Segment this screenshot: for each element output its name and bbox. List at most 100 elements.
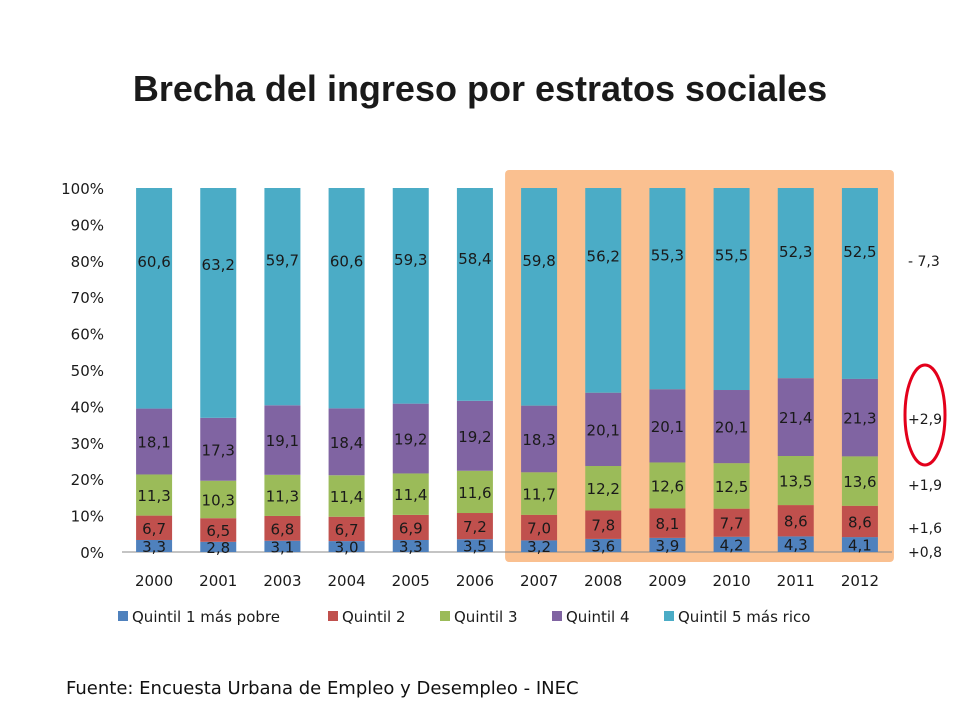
y-tick-label: 40% (71, 398, 104, 416)
bar-segment-5 (777, 188, 814, 379)
chart-title: Brecha del ingreso por estratos sociales (132, 68, 828, 109)
data-label: 59,3 (394, 251, 427, 269)
change-annotation: - 7,3 (908, 254, 940, 270)
bar-segment-3 (392, 473, 429, 515)
bar-segment-2 (521, 514, 558, 541)
bar-segment-1 (777, 536, 814, 552)
data-label: 6,7 (142, 520, 166, 538)
data-label: 11,6 (458, 484, 491, 502)
data-label: 18,3 (522, 431, 555, 449)
data-label: 3,3 (142, 538, 166, 556)
y-tick-label: 30% (71, 435, 104, 453)
data-label: 19,2 (394, 431, 427, 449)
data-label: 13,6 (843, 473, 876, 491)
x-tick-label: 2006 (456, 572, 494, 590)
change-annotation: +0,8 (908, 545, 942, 561)
data-label: 60,6 (330, 253, 363, 271)
legend-label-4: Quintil 4 (566, 608, 630, 626)
data-label: 6,7 (335, 521, 359, 539)
data-label: 20,1 (715, 419, 748, 437)
data-label: 4,3 (784, 536, 808, 554)
data-label: 19,1 (266, 432, 299, 450)
legend-swatch-4 (552, 611, 562, 621)
bar-segment-1 (392, 540, 429, 552)
bar-segment-3 (713, 463, 750, 509)
highlight-band (505, 170, 894, 562)
x-tick-label: 2004 (327, 572, 365, 590)
data-label: 7,2 (463, 518, 487, 536)
data-label: 2,8 (206, 539, 230, 557)
bar-segment-3 (200, 480, 237, 519)
y-tick-label: 70% (71, 289, 104, 307)
data-label: 52,3 (779, 243, 812, 261)
bar-segment-2 (264, 515, 301, 541)
x-tick-label: 2000 (135, 572, 173, 590)
data-label: 6,8 (270, 520, 294, 538)
x-tick-label: 2003 (263, 572, 301, 590)
data-label: 6,5 (206, 522, 230, 540)
y-tick-label: 100% (61, 180, 104, 198)
bar-segment-3 (136, 474, 173, 516)
x-tick-label: 2010 (712, 572, 750, 590)
legend-label-3: Quintil 3 (454, 608, 518, 626)
bar-segment-3 (456, 470, 493, 514)
legend-label-1: Quintil 1 más pobre (132, 608, 280, 626)
data-label: 8,6 (848, 513, 872, 531)
data-label: 10,3 (202, 491, 235, 509)
bar-segment-2 (841, 505, 878, 538)
x-tick-label: 2007 (520, 572, 558, 590)
x-tick-label: 2005 (392, 572, 430, 590)
bar-segment-5 (392, 188, 429, 404)
bar-segment-2 (649, 508, 686, 538)
bar-segment-1 (328, 541, 365, 552)
bar-segment-5 (136, 188, 173, 409)
bar-segment-3 (841, 456, 878, 506)
y-tick-label: 50% (71, 362, 104, 380)
bar-segment-3 (328, 475, 365, 517)
data-label: 21,4 (779, 409, 812, 427)
data-label: 4,2 (720, 536, 744, 554)
data-label: 7,8 (591, 517, 615, 535)
bar-segment-4 (264, 405, 301, 475)
bar-segment-4 (777, 378, 814, 456)
source-note: Fuente: Encuesta Urbana de Empleo y Dese… (66, 678, 579, 699)
data-label: 17,3 (202, 441, 235, 459)
bar-segment-2 (456, 513, 493, 540)
bar-segment-5 (456, 188, 493, 401)
data-label: 6,9 (399, 519, 423, 537)
y-tick-label: 90% (71, 216, 104, 234)
bar-segment-4 (713, 390, 750, 464)
legend-label-2: Quintil 2 (342, 608, 406, 626)
data-label: 60,6 (137, 253, 170, 271)
bar-segment-1 (585, 538, 622, 552)
data-label: 59,7 (266, 252, 299, 270)
bar-segment-4 (585, 392, 622, 467)
bar-segment-3 (777, 456, 814, 506)
data-label: 3,0 (335, 539, 359, 557)
change-annotation: +1,6 (908, 521, 942, 537)
data-label: 55,5 (715, 247, 748, 265)
highlight-circle (903, 363, 947, 467)
bar-segment-3 (264, 474, 301, 516)
bar-segment-2 (777, 505, 814, 537)
data-label: 11,3 (266, 487, 299, 505)
data-label: 13,5 (779, 473, 812, 491)
bar-segment-5 (649, 188, 686, 390)
bar-segment-4 (136, 408, 173, 475)
bar-segment-3 (521, 472, 558, 515)
y-tick-label: 0% (80, 544, 104, 562)
bar-segment-3 (649, 462, 686, 509)
legend-label-5: Quintil 5 más rico (678, 608, 810, 626)
data-label: 55,3 (651, 246, 684, 264)
bar-segment-4 (841, 378, 878, 457)
bar-segment-4 (649, 389, 686, 463)
data-label: 3,1 (270, 538, 294, 556)
data-label: 11,3 (137, 487, 170, 505)
y-tick-label: 20% (71, 471, 104, 489)
bar-segment-1 (713, 536, 750, 552)
data-label: 21,3 (843, 410, 876, 428)
x-tick-label: 2009 (648, 572, 686, 590)
bar-segment-2 (136, 515, 173, 540)
bar-segment-5 (521, 188, 558, 406)
legend-swatch-1 (118, 611, 128, 621)
